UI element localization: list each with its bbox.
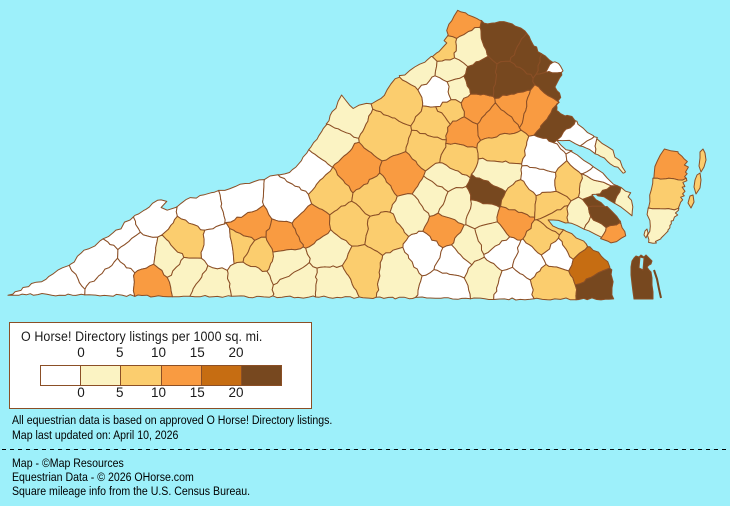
- map-region: [574, 267, 615, 301]
- map-region: [200, 222, 235, 271]
- legend-color-ramp: [40, 365, 282, 386]
- legend-title: O Horse! Directory listings per 1000 sq.…: [21, 329, 263, 344]
- divider-dashed-line: [2, 449, 728, 450]
- legend-tick-label: 15: [189, 385, 205, 400]
- legend-swatch: [160, 366, 201, 385]
- legend-tick-label: 15: [189, 345, 205, 360]
- note-last-updated: Map last updated on: April 10, 2026: [12, 428, 179, 442]
- map-region: [647, 177, 688, 211]
- map-region: [652, 148, 689, 181]
- credit-square-mileage: Square mileage info from the U.S. Census…: [12, 484, 251, 498]
- legend-tick-label: 20: [228, 345, 244, 360]
- legend-tick-label: 5: [115, 345, 124, 360]
- legend-swatch: [80, 366, 121, 385]
- legend: O Horse! Directory listings per 1000 sq.…: [9, 322, 312, 409]
- map-region: [415, 269, 471, 300]
- legend-swatch: [200, 366, 241, 385]
- map-region: [643, 228, 649, 239]
- legend-tick-label: 10: [150, 345, 167, 360]
- map-region: [646, 207, 680, 244]
- legend-tick-label: 5: [115, 385, 124, 400]
- legend-tick-label: 20: [228, 385, 244, 400]
- map-region: [693, 172, 702, 195]
- map-region: [687, 194, 695, 209]
- legend-swatch: [120, 366, 161, 385]
- map-region: [580, 166, 618, 187]
- bay-bridge-line: [653, 269, 662, 299]
- map-region: [698, 148, 707, 173]
- legend-swatch: [41, 366, 81, 385]
- legend-tick-label: 0: [77, 385, 85, 400]
- note-data-source: All equestrian data is based on approved…: [12, 413, 333, 427]
- map-region: [431, 35, 458, 62]
- map-region: [493, 266, 535, 301]
- credit-equestrian-data: Equestrian Data - © 2026 OHorse.com: [12, 470, 194, 484]
- map-region: [594, 137, 626, 174]
- legend-swatch: [240, 366, 282, 385]
- map-region: [84, 257, 136, 297]
- map-region: [619, 220, 622, 224]
- legend-tick-label: 0: [77, 345, 85, 360]
- map-region: [614, 186, 634, 217]
- map-region: [153, 234, 185, 278]
- map-region: [341, 244, 384, 299]
- legend-ticks-top: 0 5 10 15 20: [10, 345, 311, 360]
- county-shapes: [7, 9, 707, 301]
- map-region: [630, 254, 654, 300]
- legend-tick-label: 10: [150, 385, 167, 400]
- legend-ticks-bottom: 0 5 10 15 20: [10, 385, 311, 400]
- credit-map: Map - ©Map Resources: [12, 456, 124, 470]
- map-region: [540, 237, 574, 272]
